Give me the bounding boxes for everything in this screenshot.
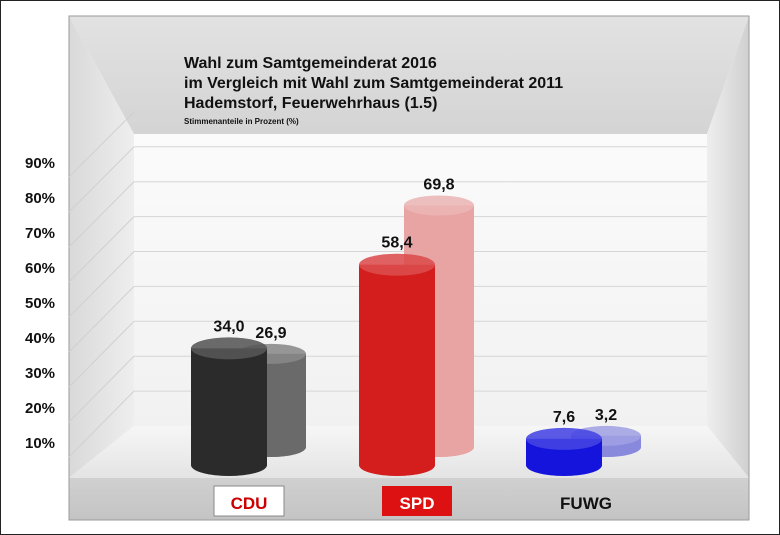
y-tick-label: 80% xyxy=(25,190,55,207)
data-label: 3,2 xyxy=(595,407,617,424)
gridline-side xyxy=(68,216,135,283)
data-label: 69,8 xyxy=(423,176,454,193)
category-label-text: CDU xyxy=(231,494,268,513)
data-label: 34,0 xyxy=(213,318,244,335)
data-label: 58,4 xyxy=(381,235,412,252)
bar-top-highlight xyxy=(526,427,602,450)
data-label: 7,6 xyxy=(553,409,575,426)
gridline-side xyxy=(68,146,135,213)
chart-subtitle-2: Hademstorf, Feuerwehrhaus (1.5) xyxy=(184,95,437,112)
bar-top xyxy=(526,427,602,450)
bar-top-highlight xyxy=(404,195,474,216)
right-wall xyxy=(707,16,749,478)
bar-top xyxy=(191,337,267,360)
bars: 26,9 69,8 3,2 34,0 58,4 7,6 xyxy=(191,176,641,476)
data-label: 26,9 xyxy=(255,325,286,342)
left-wall xyxy=(69,16,134,478)
gridline-side xyxy=(68,355,135,423)
category-label-text: FUWG xyxy=(560,494,612,513)
bar-shade xyxy=(359,264,435,476)
y-tick-label: 20% xyxy=(25,400,55,417)
bar-top-highlight xyxy=(359,253,435,276)
y-tick-label: 40% xyxy=(25,330,55,347)
chart-subtitle-1: im Vergleich mit Wahl zum Samtgemeindera… xyxy=(184,75,563,92)
category-label-bg xyxy=(213,485,285,517)
y-tick-label: 10% xyxy=(25,435,55,452)
category-label-FUWG: FUWG xyxy=(560,494,612,513)
bar-series1-FUWG: 7,6 xyxy=(526,409,602,476)
bar-top-highlight xyxy=(191,337,267,360)
bar-shade xyxy=(191,348,267,476)
bar-top xyxy=(359,253,435,276)
gridline-side xyxy=(68,111,135,178)
gridline-side xyxy=(68,251,135,318)
top-wall xyxy=(69,16,749,134)
y-tick-label: 90% xyxy=(25,155,55,172)
bar-top xyxy=(404,195,474,216)
y-tick-label: 70% xyxy=(25,225,55,242)
y-tick-label: 50% xyxy=(25,295,55,312)
bar-series1-CDU: 34,0 xyxy=(191,318,267,476)
bar-series1-SPD: 58,4 xyxy=(359,235,435,476)
gridline-side xyxy=(68,181,135,248)
chart-title: Wahl zum Samtgemeinderat 2016 xyxy=(184,55,437,72)
gridline-side xyxy=(68,390,135,458)
y-tick-label: 60% xyxy=(25,260,55,277)
gridline-side xyxy=(68,320,135,388)
y-tick-label: 30% xyxy=(25,365,55,382)
y-axis-label: Stimmenanteile in Prozent (%) xyxy=(184,117,299,126)
category-label-bg xyxy=(382,486,452,516)
gridline-side xyxy=(68,286,135,353)
category-label-SPD: SPD xyxy=(382,486,452,516)
category-labels: CDU SPD FUWG xyxy=(213,485,612,517)
y-axis-ticks: 10% 20% 30% 40% 50% 60% 70% 80% 90% xyxy=(25,155,55,452)
category-label-CDU: CDU xyxy=(213,485,285,517)
category-label-text: SPD xyxy=(400,494,435,513)
